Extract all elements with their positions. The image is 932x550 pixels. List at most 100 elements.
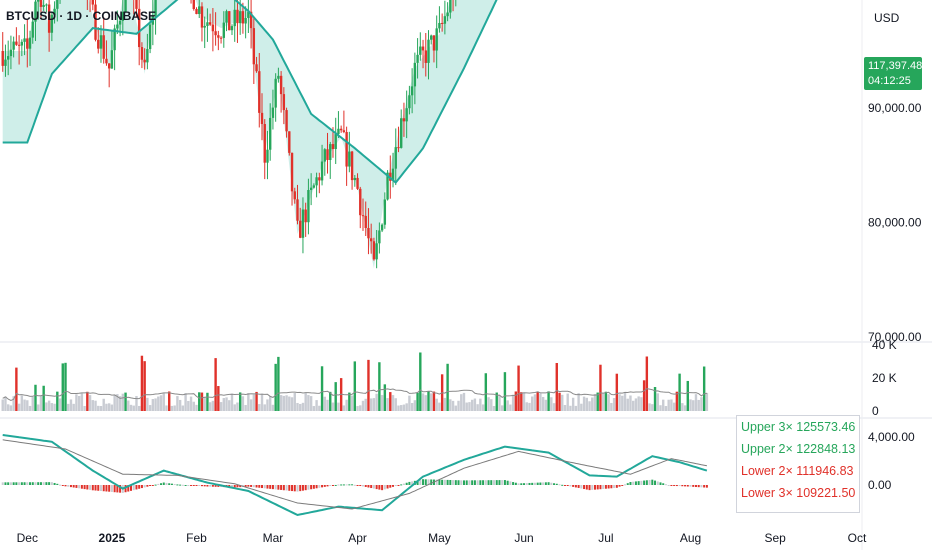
macd-histogram-bar xyxy=(239,485,242,488)
volume-bar xyxy=(394,398,397,411)
macd-histogram-bar xyxy=(624,484,627,486)
macd-histogram-bar xyxy=(604,485,607,489)
volume-bar xyxy=(88,395,92,411)
macd-histogram-bar xyxy=(170,483,173,485)
macd-histogram-bar xyxy=(258,485,261,488)
macd-histogram-bar xyxy=(39,482,42,485)
candle xyxy=(154,0,157,35)
macd-histogram-bar xyxy=(397,485,400,486)
volume-bar xyxy=(350,395,354,411)
volume-bar xyxy=(113,394,116,411)
volume-bar xyxy=(304,393,307,411)
macd-axis[interactable]: 4,000.00 0.00 xyxy=(868,430,915,492)
macd-histogram-bar xyxy=(435,479,438,485)
volume-bar xyxy=(487,397,490,411)
macd-histogram-bar xyxy=(353,484,356,486)
macd-histogram-bar xyxy=(132,485,135,491)
volume-bar xyxy=(318,405,321,411)
candle xyxy=(222,11,226,48)
candle xyxy=(206,8,209,42)
candle xyxy=(315,172,318,198)
candle xyxy=(318,172,321,194)
macd-histogram-bar xyxy=(621,485,624,486)
candle xyxy=(91,0,94,11)
price-axis[interactable]: 120,000.00110,000.00100,000.0090,000.008… xyxy=(868,0,928,344)
volume-bar xyxy=(148,405,152,411)
volume-bar xyxy=(683,405,687,411)
volume-bar xyxy=(492,406,496,411)
volume-bar xyxy=(506,400,509,411)
volume-bar xyxy=(102,398,105,411)
volume-bar xyxy=(369,398,373,411)
last-price-value: 117,397.48 xyxy=(868,60,923,72)
volume-bar xyxy=(45,402,48,411)
volume-bar xyxy=(536,391,539,411)
volume-bar xyxy=(424,395,427,411)
volume-bar xyxy=(124,392,127,411)
volume-bar xyxy=(345,399,348,411)
time-tick-label: Mar xyxy=(263,531,284,545)
volume-bar xyxy=(94,400,97,411)
candle xyxy=(39,0,43,19)
macd-histogram-bar xyxy=(67,485,70,487)
volume-bar xyxy=(34,384,37,411)
candle xyxy=(225,9,228,32)
macd-histogram-bar xyxy=(318,485,321,488)
volume-bar xyxy=(563,405,567,411)
macd-line xyxy=(2,434,708,517)
candle xyxy=(430,34,433,45)
ma-band xyxy=(2,0,497,269)
time-axis[interactable]: Dec 2025 Feb Mar Apr May Jun Jul Aug Sep Oct xyxy=(17,531,867,545)
macd-histogram-bar xyxy=(116,485,119,493)
macd-tick-label: 0.00 xyxy=(868,478,892,492)
candle xyxy=(288,131,291,156)
candle xyxy=(299,207,302,239)
macd-histogram-bar xyxy=(329,485,332,486)
volume-bar xyxy=(356,406,359,411)
macd-histogram-bar xyxy=(280,485,283,490)
volume-axis[interactable]: 40 K 20 K 0 xyxy=(872,338,897,418)
price-tick-label: 90,000.00 xyxy=(868,101,922,115)
volume-bar xyxy=(176,396,179,411)
volume-bar xyxy=(585,397,588,411)
volume-bar xyxy=(391,395,395,411)
candle xyxy=(372,237,376,261)
volume-bar xyxy=(157,396,160,411)
candle xyxy=(86,0,88,11)
macd-histogram-bar xyxy=(108,485,111,492)
volume-bar xyxy=(552,403,556,411)
macd-histogram-bar xyxy=(9,482,12,485)
candle xyxy=(312,183,316,189)
volume-bar xyxy=(77,395,81,411)
macd-histogram-bar xyxy=(64,485,67,487)
candle xyxy=(217,30,220,51)
volume-bar xyxy=(187,400,190,411)
volume-bar xyxy=(528,402,531,411)
volume-bar xyxy=(137,405,141,411)
macd-histogram-bar xyxy=(271,485,274,490)
macd-histogram-bar xyxy=(26,482,29,485)
macd-histogram-bar xyxy=(315,485,318,489)
volume-bar xyxy=(151,399,155,411)
symbol-title[interactable]: BTCUSD · 1D · COINBASE xyxy=(6,9,157,23)
macd-histogram-bar xyxy=(31,482,34,485)
candle xyxy=(350,150,354,190)
volume-bar xyxy=(247,393,250,411)
macd-histogram-bar xyxy=(452,480,455,485)
macd-histogram-bar xyxy=(645,480,648,485)
volume-bar xyxy=(561,394,564,411)
volume-bar xyxy=(408,395,411,411)
candle xyxy=(364,201,367,236)
macd-histogram-bar xyxy=(654,480,657,485)
volume-bar xyxy=(588,401,591,411)
currency-label[interactable]: USD xyxy=(874,11,900,25)
macd-histogram-bar xyxy=(342,484,345,486)
macd-histogram-bar xyxy=(340,484,343,486)
candle xyxy=(97,27,100,54)
time-tick-label: Apr xyxy=(348,531,367,545)
volume-bar xyxy=(375,393,378,411)
candle xyxy=(290,152,294,206)
volume-bar xyxy=(238,392,242,411)
macd-histogram-bar xyxy=(184,485,187,486)
